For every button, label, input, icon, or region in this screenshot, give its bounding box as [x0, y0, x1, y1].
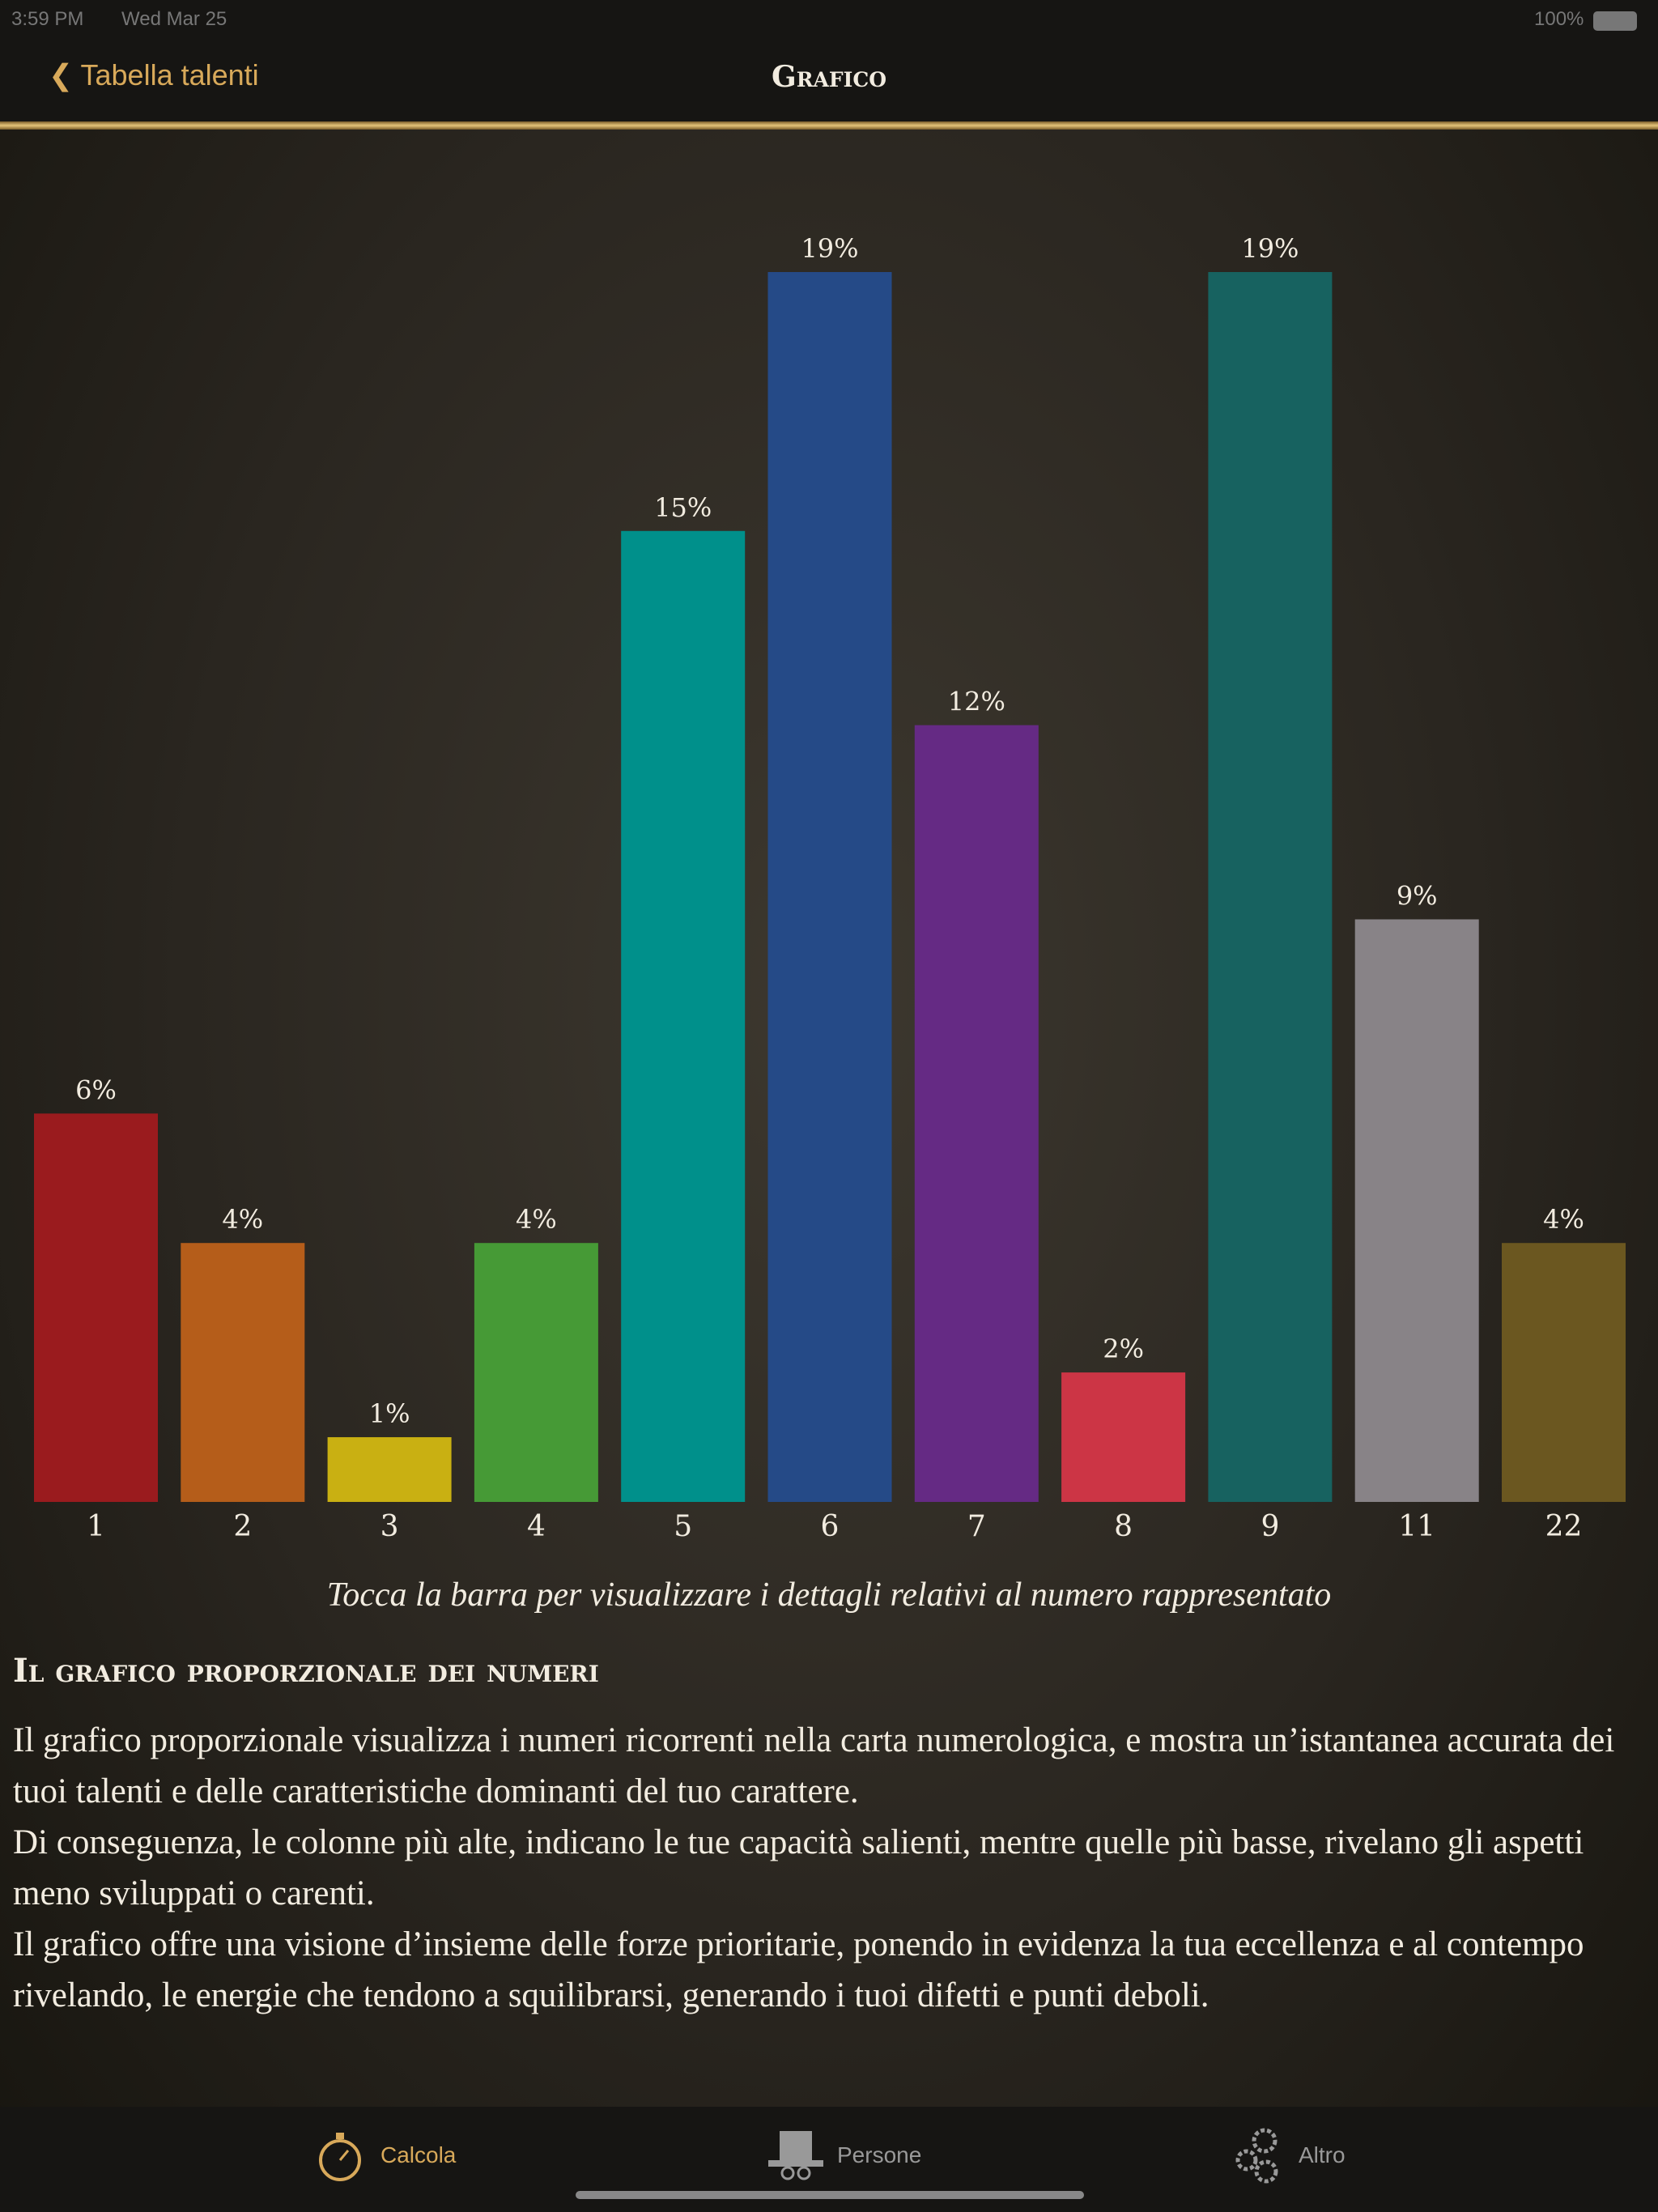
- x-tick-label: 8: [1114, 1510, 1133, 1543]
- x-tick-label: 6: [821, 1510, 840, 1543]
- nav-bar: [0, 42, 1658, 121]
- bar[interactable]: [34, 1113, 158, 1502]
- tab-label[interactable]: Calcola: [380, 2142, 457, 2167]
- bar[interactable]: [327, 1437, 452, 1502]
- bar[interactable]: [181, 1243, 305, 1502]
- paragraph: Di conseguenza, le colonne più alte, ind…: [13, 1823, 1584, 1912]
- bar[interactable]: [621, 530, 746, 1502]
- hat-icon: [768, 2131, 823, 2180]
- x-tick-label: 9: [1261, 1510, 1279, 1543]
- bar[interactable]: [914, 725, 1039, 1502]
- value-label: 19%: [1241, 233, 1299, 264]
- value-label: 19%: [801, 233, 858, 264]
- value-label: 15%: [654, 492, 712, 523]
- section-title: Il grafico proporzionale dei numeri: [13, 1652, 599, 1690]
- x-tick-label: 5: [674, 1510, 692, 1543]
- value-label: 4%: [222, 1204, 263, 1235]
- x-tick-label: 11: [1398, 1510, 1435, 1543]
- gears-icon: [1235, 2128, 1278, 2184]
- bar[interactable]: [1502, 1243, 1626, 1502]
- x-tick-label: 22: [1545, 1510, 1583, 1543]
- section-body: Il grafico proporzionale visualizza i nu…: [13, 1715, 1648, 2021]
- value-label: 9%: [1397, 880, 1438, 911]
- bar[interactable]: [1354, 919, 1479, 1502]
- x-tick-label: 1: [87, 1510, 105, 1543]
- value-label: 4%: [1543, 1204, 1584, 1235]
- value-label: 6%: [75, 1074, 117, 1105]
- bar[interactable]: [1208, 272, 1333, 1502]
- tab-label[interactable]: Persone: [837, 2142, 922, 2167]
- status-time: 3:59 PM: [11, 8, 84, 30]
- caption: Tocca la barra per visualizzare i dettag…: [326, 1576, 1332, 1614]
- status-bar: 3:59 PM Wed Mar 25 100%: [0, 0, 1658, 42]
- value-label: 2%: [1103, 1334, 1144, 1364]
- bar[interactable]: [767, 272, 892, 1502]
- nav-title: Grafico: [771, 60, 887, 94]
- chart: 6% 1 4% 2 1% 3 4% 4 15% 5 19% 6 12% 7 2% 8 19% 9 9% 11 4% 22: [34, 233, 1626, 1543]
- paragraph: Il grafico proporzionale visualizza i nu…: [13, 1721, 1615, 1810]
- battery-icon: [1593, 11, 1637, 31]
- back-button[interactable]: ❮ Tabella talenti: [49, 58, 259, 91]
- value-label: 12%: [948, 687, 1005, 717]
- x-tick-label: 2: [233, 1510, 252, 1543]
- home-indicator: [576, 2191, 1084, 2199]
- value-label: 4%: [516, 1204, 557, 1235]
- stopwatch-icon: [319, 2133, 361, 2181]
- battery-level: 100%: [1534, 8, 1584, 30]
- tab-label[interactable]: Altro: [1299, 2142, 1346, 2167]
- status-date: Wed Mar 25: [121, 8, 227, 30]
- x-tick-label: 3: [380, 1510, 399, 1543]
- x-tick-label: 7: [967, 1510, 986, 1543]
- value-label: 1%: [369, 1398, 410, 1429]
- gold-border: [0, 121, 1658, 130]
- paragraph: Il grafico offre una visione d’insieme d…: [13, 1925, 1584, 2014]
- bar[interactable]: [1061, 1372, 1186, 1502]
- back-label: Tabella talenti: [80, 58, 259, 91]
- bar[interactable]: [474, 1243, 598, 1502]
- x-tick-label: 4: [527, 1510, 546, 1543]
